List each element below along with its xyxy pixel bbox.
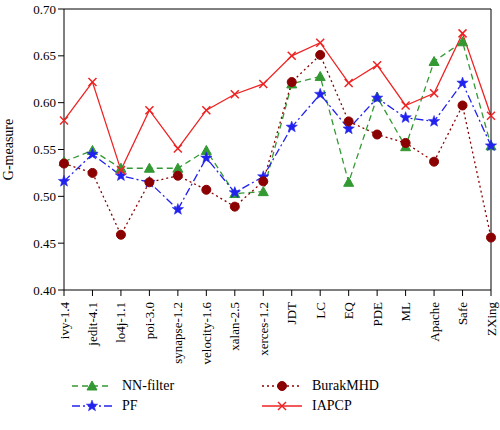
svg-text:0.40: 0.40 [33,283,56,298]
svg-text:0.70: 0.70 [33,2,56,17]
svg-text:Safe: Safe [455,302,470,325]
html-text:IAPCP: IAPCP [312,398,352,413]
svg-text:0.65: 0.65 [33,48,56,63]
svg-text:G-measure: G-measure [8,119,16,180]
svg-text:PDE: PDE [370,302,385,327]
html-text:PF: PF [122,398,138,413]
svg-text:Apache: Apache [427,302,442,342]
svg-text:poi-3.0: poi-3.0 [142,302,157,339]
svg-text:lo4j-1.1: lo4j-1.1 [113,302,128,343]
svg-text:synapse-1.2: synapse-1.2 [170,302,185,364]
svg-text:velocity-1.6: velocity-1.6 [199,302,214,365]
svg-text:LC: LC [313,302,328,319]
svg-text:0.60: 0.60 [33,95,56,110]
svg-text:jedit-4.1: jedit-4.1 [85,302,100,347]
svg-text:0.55: 0.55 [33,142,56,157]
html-text:NN-filter: NN-filter [122,378,175,393]
svg-text:JDT: JDT [284,302,299,324]
svg-text:ivy-1.4: ivy-1.4 [57,302,72,340]
html-text:BurakMHD: BurakMHD [312,378,379,393]
svg-text:0.50: 0.50 [33,189,56,204]
svg-text:xalan-2.5: xalan-2.5 [227,302,242,351]
svg-text:EQ: EQ [341,301,356,319]
svg-text:ZXing: ZXing [484,302,493,336]
svg-text:0.45: 0.45 [33,236,56,251]
svg-text:ML: ML [398,302,413,322]
svg-text:xerces-1.2: xerces-1.2 [256,302,271,356]
